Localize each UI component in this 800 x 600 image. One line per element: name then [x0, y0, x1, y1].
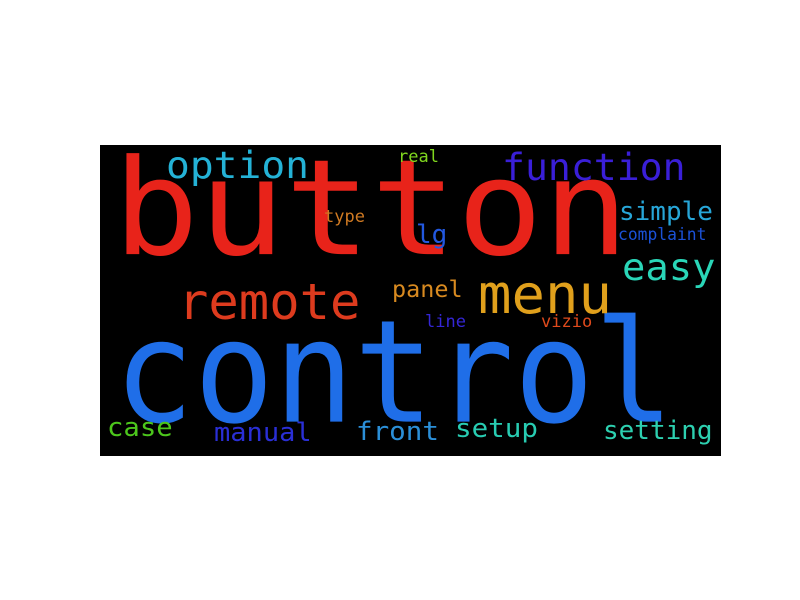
word-real: real — [398, 147, 439, 167]
word-panel: panel — [392, 277, 463, 303]
word-front: front — [356, 417, 439, 447]
word-cloud: button control remote menu option functi… — [100, 145, 721, 456]
word-simple: simple — [619, 197, 713, 227]
word-control: control — [114, 290, 675, 456]
word-manual: manual — [214, 418, 312, 448]
word-lg: lg — [416, 220, 448, 250]
word-function: function — [502, 146, 686, 189]
word-menu: menu — [478, 263, 612, 326]
word-complaint: complaint — [618, 225, 707, 245]
word-setting: setting — [603, 416, 713, 446]
word-case: case — [107, 413, 173, 443]
word-remote: remote — [178, 273, 361, 331]
word-line: line — [425, 312, 466, 332]
word-easy: easy — [622, 246, 716, 289]
word-setup: setup — [455, 414, 538, 444]
word-type: type — [324, 207, 365, 227]
word-button: button — [113, 145, 629, 287]
word-vizio: vizio — [541, 312, 593, 332]
word-option: option — [166, 145, 310, 187]
